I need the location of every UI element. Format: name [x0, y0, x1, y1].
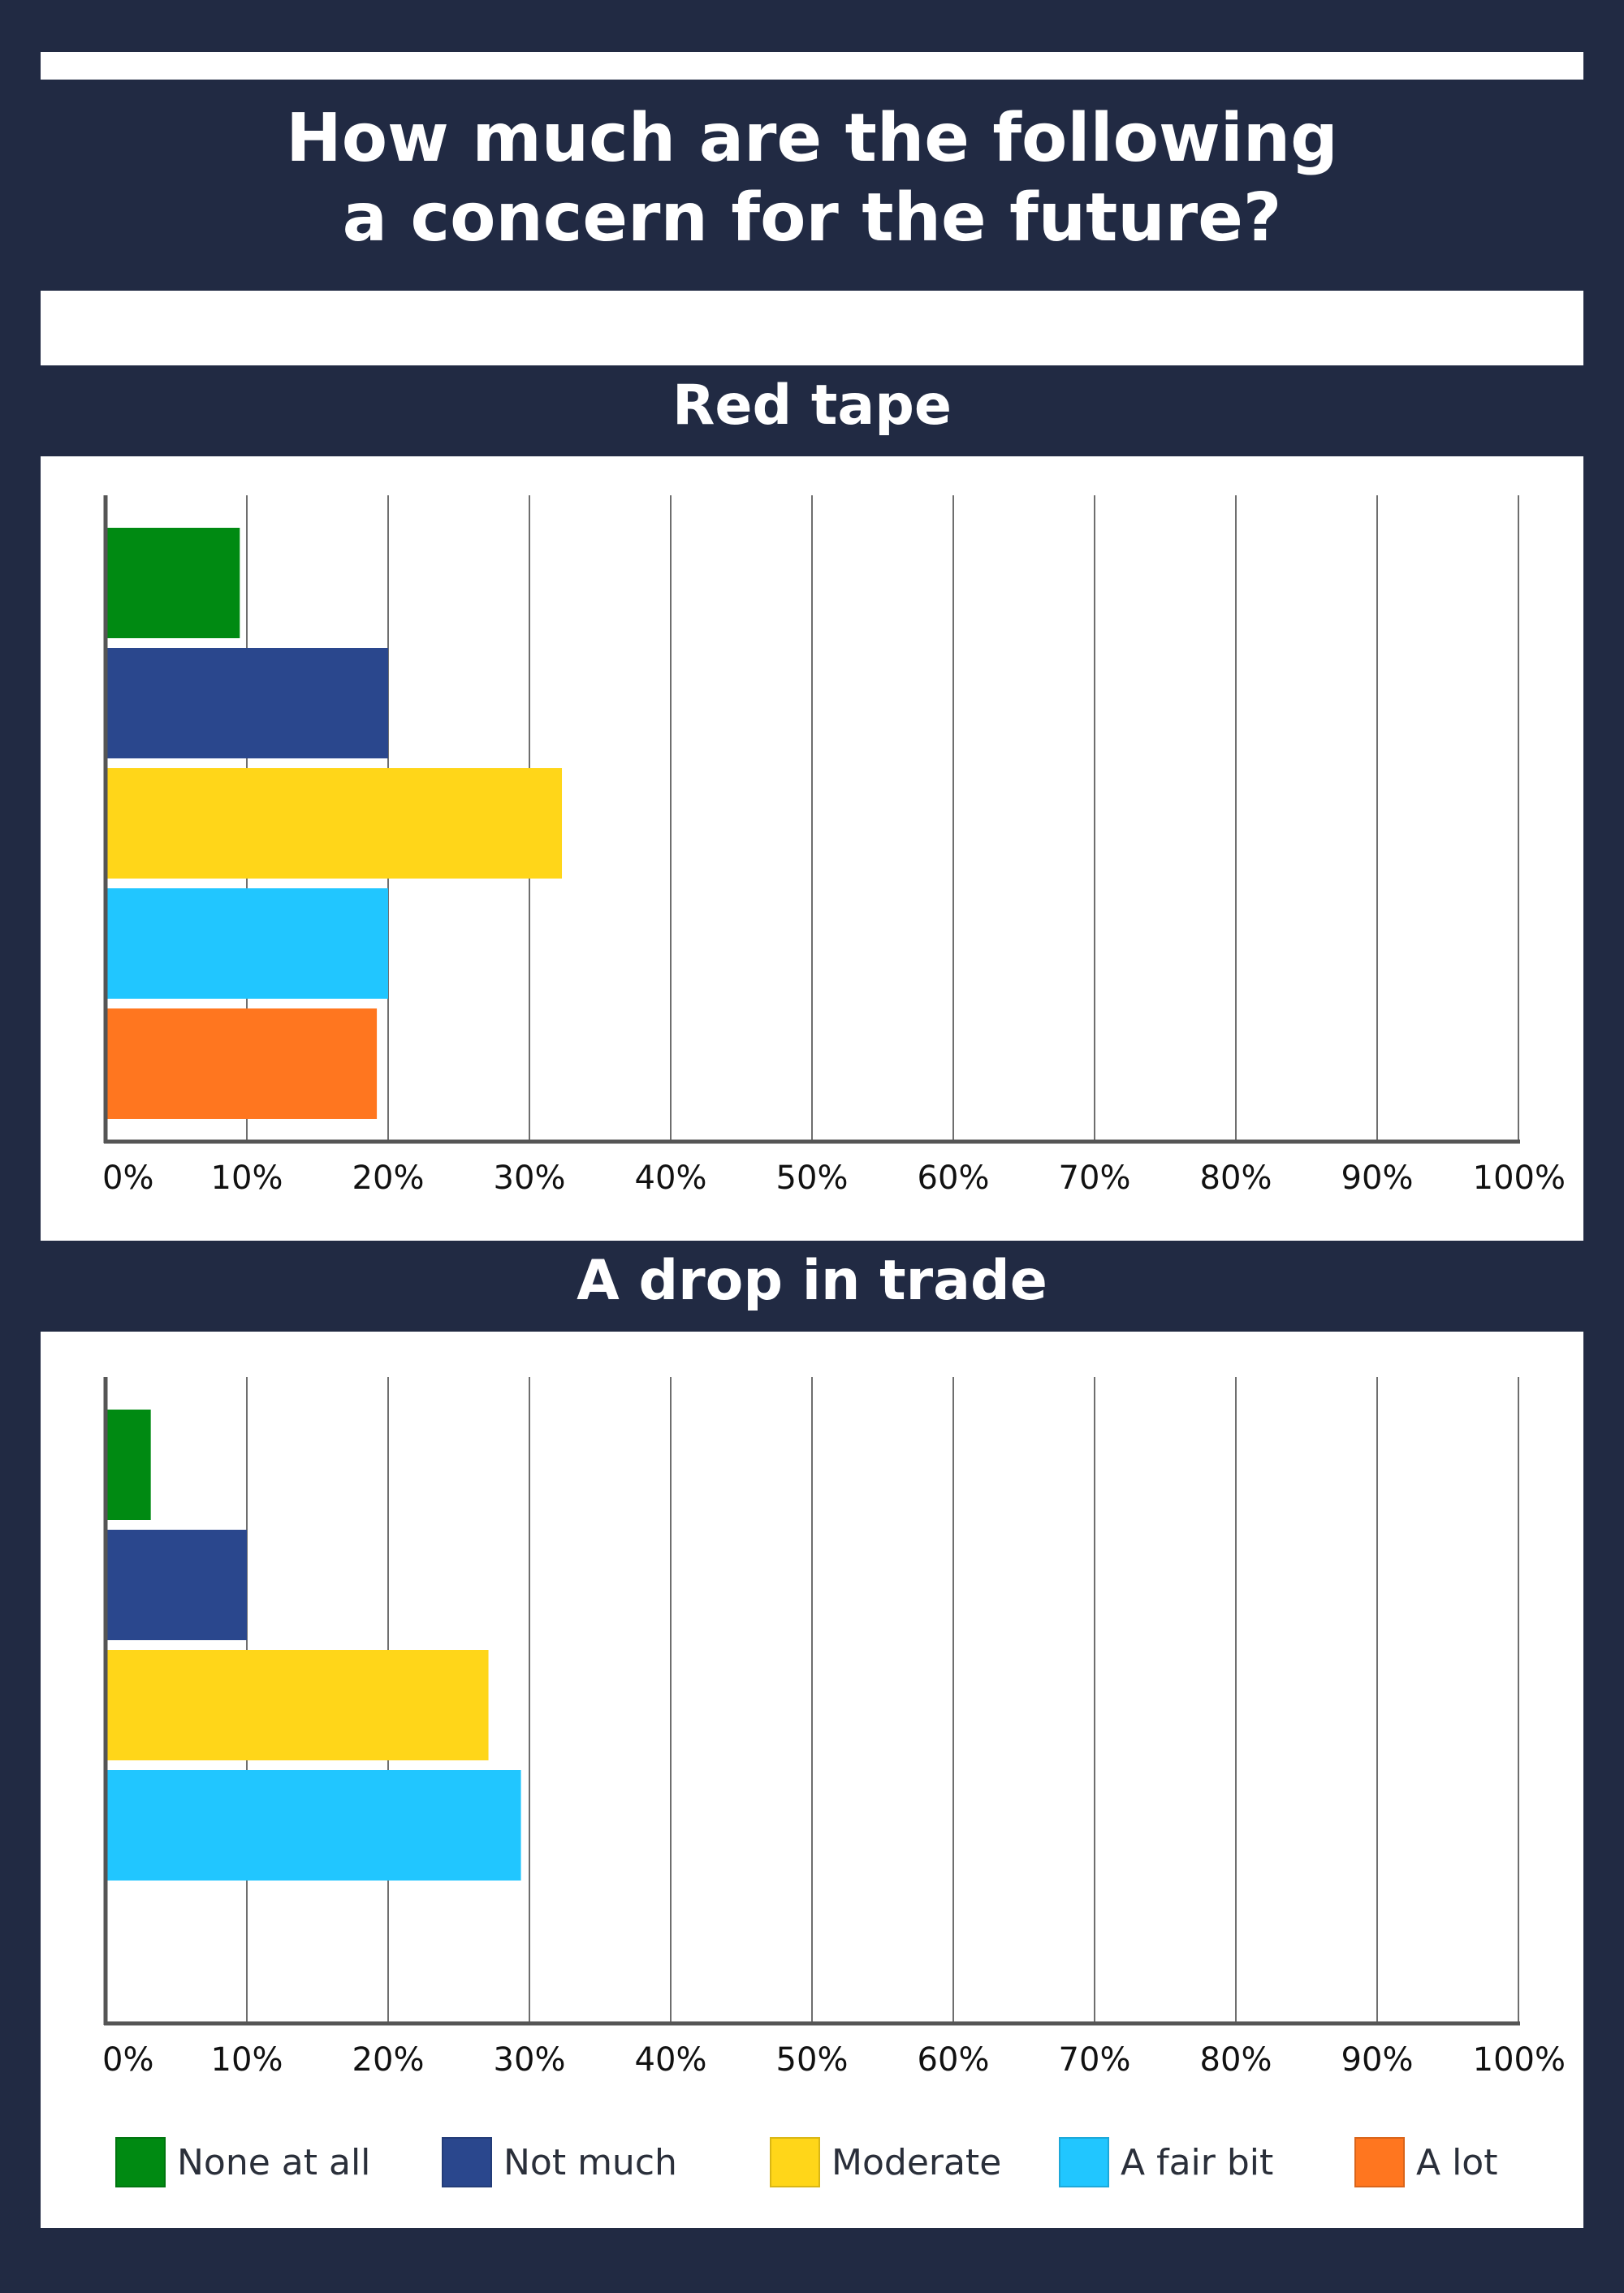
x-tick-label: 20%	[352, 2041, 425, 2079]
chart-title-line-1: How much are the following	[286, 100, 1338, 177]
bar-none-at-all	[106, 528, 240, 638]
chart-panel-red-tape: 0% 10% 20% 30% 40% 50% 60% 70% 80% 90% 100%	[41, 456, 1583, 1241]
legend-swatch	[1059, 2137, 1109, 2187]
x-tick-label: 70%	[1059, 2041, 1131, 2079]
x-tick-label: 100%	[1473, 1159, 1566, 1197]
legend-label: Not much	[503, 2141, 677, 2183]
bar-moderate	[106, 768, 563, 879]
bar-not-much	[106, 1530, 247, 1640]
x-tick-label: 70%	[1059, 1159, 1131, 1197]
x-tick-label: 50%	[776, 2041, 849, 2079]
legend-swatch	[115, 2137, 166, 2187]
x-tick-label: 80%	[1200, 1159, 1272, 1197]
legend-label: A fair bit	[1121, 2141, 1274, 2183]
x-tick-label: 100%	[1473, 2041, 1566, 2079]
legend: None at all Not much Moderate A fair bit…	[41, 2095, 1583, 2228]
x-tick-label: 10%	[211, 2041, 283, 2079]
legend-label: Moderate	[831, 2141, 1002, 2183]
section-title-drop-in-trade: A drop in trade	[577, 1249, 1047, 1313]
title-divider	[41, 291, 1583, 365]
bar-none-at-all	[106, 1410, 151, 1520]
x-tick-label: 10%	[211, 1159, 283, 1197]
legend-item-a-fair-bit: A fair bit	[1059, 2137, 1273, 2187]
x-tick-label: 30%	[494, 1159, 566, 1197]
bar-chart-drop-in-trade: 0% 10% 20% 30% 40% 50% 60% 70% 80% 90% 100%	[102, 1377, 1566, 2079]
bar-a-lot	[106, 1008, 378, 1119]
bar-not-much	[106, 648, 388, 758]
bar-chart-red-tape: 0% 10% 20% 30% 40% 50% 60% 70% 80% 90% 100%	[102, 495, 1566, 1197]
legend-item-a-lot: A lot	[1354, 2137, 1497, 2187]
chart-title: How much are the following a concern for…	[0, 99, 1624, 258]
legend-label: A lot	[1416, 2141, 1498, 2183]
legend-item-none-at-all: None at all	[115, 2137, 370, 2187]
section-title-red-tape: Red tape	[672, 374, 952, 438]
x-tick-label: 0%	[102, 2041, 153, 2079]
x-tick-label: 40%	[635, 1159, 707, 1197]
bar-moderate	[106, 1650, 489, 1760]
x-tick-label: 30%	[494, 2041, 566, 2079]
x-tick-label: 20%	[352, 1159, 425, 1197]
chart-title-line-2: a concern for the future?	[342, 179, 1282, 257]
x-tick-label: 80%	[1200, 2041, 1272, 2079]
x-tick-label: 0%	[102, 1159, 153, 1197]
x-tick-label: 60%	[918, 2041, 990, 2079]
x-tick-label: 90%	[1341, 1159, 1414, 1197]
legend-swatch	[1354, 2137, 1405, 2187]
x-tick-label: 50%	[776, 1159, 849, 1197]
x-tick-label: 60%	[918, 1159, 990, 1197]
bar-a-fair-bit	[106, 1770, 521, 1881]
bar-a-fair-bit	[106, 888, 388, 999]
x-tick-label: 90%	[1341, 2041, 1414, 2079]
legend-swatch	[442, 2137, 492, 2187]
x-tick-label: 40%	[635, 2041, 707, 2079]
legend-item-moderate: Moderate	[770, 2137, 1001, 2187]
top-banner	[41, 52, 1583, 80]
legend-swatch	[770, 2137, 820, 2187]
chart-panel-drop-in-trade: 0% 10% 20% 30% 40% 50% 60% 70% 80% 90% 100%	[41, 1332, 1583, 2095]
legend-item-not-much: Not much	[442, 2137, 677, 2187]
legend-label: None at all	[177, 2141, 371, 2183]
